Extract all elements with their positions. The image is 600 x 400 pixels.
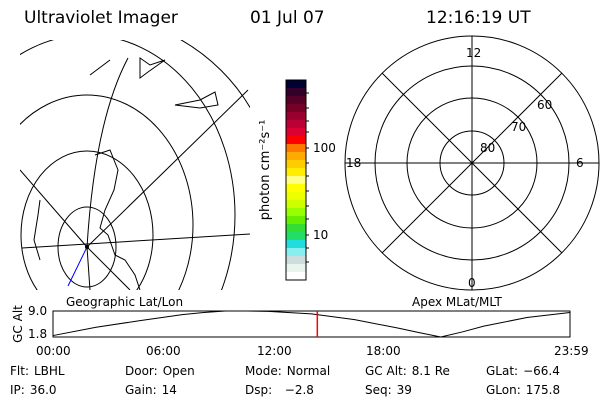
time-tick: 06:00 (146, 344, 181, 358)
status-label: Dsp: (245, 383, 273, 397)
status-value: LBHL (33, 364, 65, 378)
colorbar-band (286, 216, 306, 225)
status-label: Mode: (245, 364, 282, 378)
colorbar-band (286, 200, 306, 209)
status-label: Seq: (365, 383, 392, 397)
colorbar-band (286, 152, 306, 161)
altitude-ytick: 1.8 (28, 327, 48, 341)
lat-label-60: 60 (537, 98, 553, 112)
mlt-label-18: 18 (346, 156, 362, 170)
status-label: Flt: (10, 364, 29, 378)
colorbar-band (286, 272, 306, 281)
altitude-ytick: 9.0 (28, 304, 48, 318)
status-field: Door: Open (125, 364, 195, 378)
colorbar-band (286, 160, 306, 169)
colorbar-band (286, 232, 306, 241)
colorbar-band (286, 112, 306, 121)
colorbar-band (286, 176, 306, 185)
time-tick: 18:00 (366, 344, 401, 358)
status-field: GC Alt: 8.1 Re (365, 364, 450, 378)
colorbar-frame (285, 79, 307, 281)
colorbar-tick: 100 (313, 141, 336, 155)
status-value: 14 (161, 383, 177, 397)
altitude-plot (52, 310, 571, 338)
colorbar-band (286, 136, 306, 145)
status-value: 8.1 Re (411, 364, 450, 378)
date-label: 01 Jul 07 (250, 8, 325, 28)
status-value: −66.4 (523, 364, 560, 378)
status-label: Gain: (125, 383, 157, 397)
mag-map-label: Apex MLat/MLT (412, 295, 502, 309)
status-field: Seq: 39 (365, 383, 412, 397)
geo-map-label: Geographic Lat/Lon (66, 295, 184, 309)
colorbar-unit-label: photon cm⁻²s⁻¹ (258, 119, 273, 221)
mlt-label-0: 0 (468, 276, 476, 290)
status-field: IP: 36.0 (10, 383, 57, 397)
colorbar-band (286, 264, 306, 273)
colorbar (285, 79, 309, 281)
colorbar-band (286, 256, 306, 265)
status-field: Dsp: −2.8 (245, 383, 314, 397)
colorbar-band (286, 184, 306, 193)
colorbar-band (286, 224, 306, 233)
colorbar-band (286, 248, 306, 257)
colorbar-band (286, 192, 306, 201)
colorbar-band (286, 168, 306, 177)
magnetic-polar-grid (344, 35, 600, 291)
colorbar-band (286, 96, 306, 105)
lat-label-80: 80 (480, 141, 496, 155)
status-value: Normal (286, 364, 331, 378)
status-label: GLat: (486, 364, 519, 378)
mlt-label-6: 6 (576, 156, 584, 170)
colorbar-band (286, 80, 306, 89)
time-tick: 23:59 (554, 344, 589, 358)
status-value: 36.0 (29, 383, 57, 397)
colorbar-tick: 10 (313, 228, 329, 242)
status-value: −2.8 (277, 383, 314, 397)
status-label: Door: (125, 364, 158, 378)
instrument-title: Ultraviolet Imager (24, 8, 178, 28)
status-field: Gain: 14 (125, 383, 177, 397)
status-field: GLat: −66.4 (486, 364, 560, 378)
status-label: GLon: (486, 383, 521, 397)
status-field: GLon: 175.8 (486, 383, 560, 397)
time-tick: 00:00 (36, 344, 71, 358)
status-value: 175.8 (525, 383, 561, 397)
status-label: IP: (10, 383, 25, 397)
status-label: GC Alt: (365, 364, 407, 378)
colorbar-band (286, 88, 306, 97)
status-field: Mode: Normal (245, 364, 330, 378)
colorbar-band (286, 240, 306, 249)
status-field: Flt: LBHL (10, 364, 65, 378)
altitude-curve (52, 310, 571, 338)
status-value: Open (162, 364, 195, 378)
colorbar-band (286, 104, 306, 113)
geographic-map (20, 40, 250, 290)
status-value: 39 (396, 383, 412, 397)
colorbar-band (286, 128, 306, 137)
altitude-ylabel: GC Alt (11, 305, 25, 343)
time-label: 12:16:19 UT (426, 8, 531, 28)
colorbar-band (286, 144, 306, 153)
colorbar-band (286, 120, 306, 129)
mlt-label-12: 12 (466, 46, 482, 60)
time-tick: 12:00 (257, 344, 292, 358)
colorbar-band (286, 208, 306, 217)
lat-label-70: 70 (511, 120, 527, 134)
